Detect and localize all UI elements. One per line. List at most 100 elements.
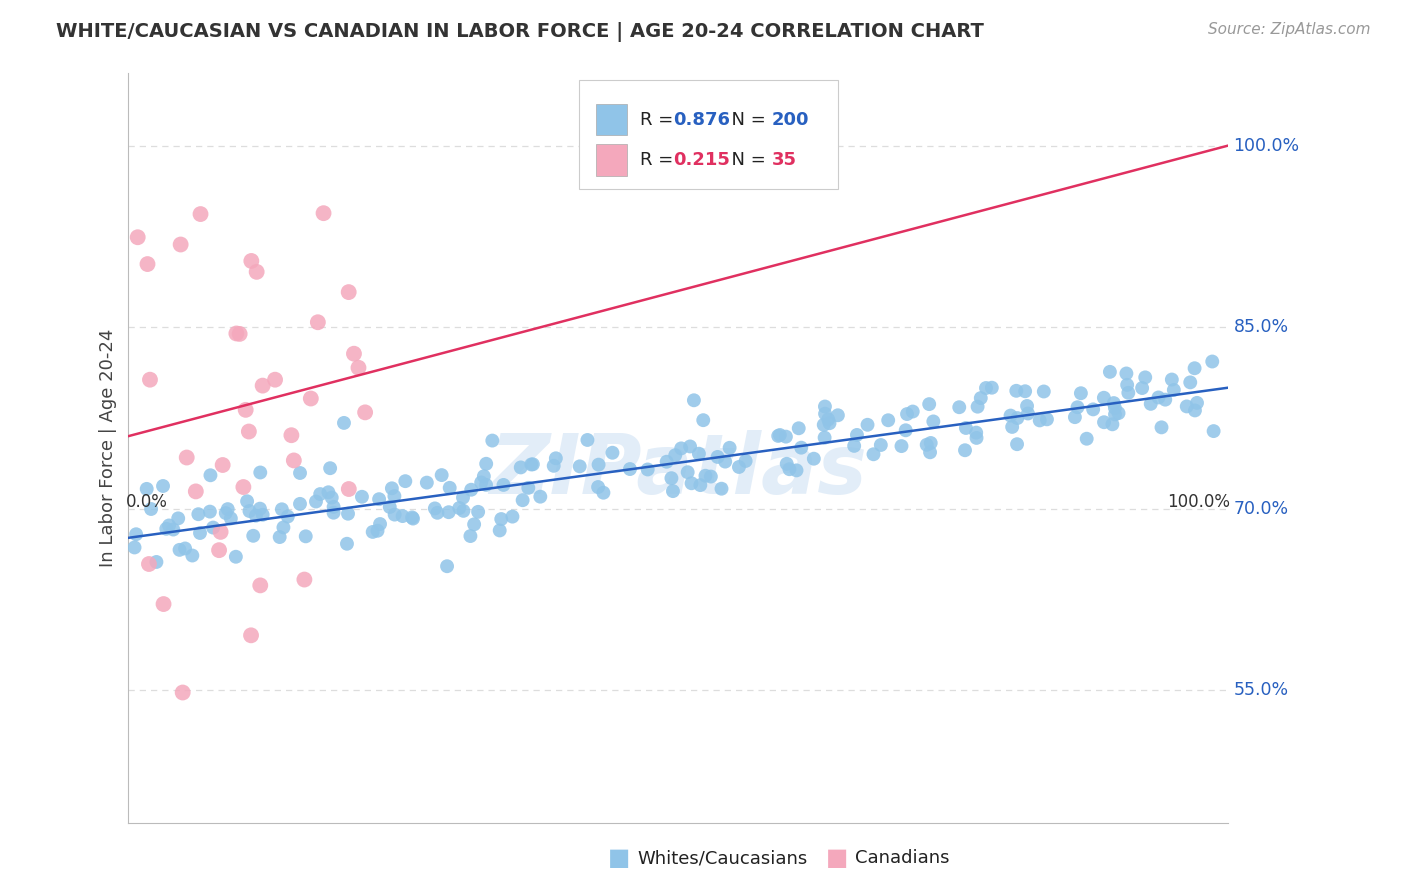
Text: ■: ■: [607, 847, 630, 870]
Point: [238, 504, 260, 518]
Point: [1017, 407, 1039, 421]
Point: [288, 497, 311, 511]
Point: [283, 453, 305, 467]
Point: [1184, 403, 1206, 417]
Point: [198, 505, 221, 519]
Point: [520, 458, 543, 472]
Point: [706, 450, 728, 464]
Point: [920, 436, 942, 450]
Point: [318, 485, 340, 500]
Point: [1201, 354, 1223, 368]
Point: [1028, 413, 1050, 427]
Point: [814, 407, 837, 421]
Point: [901, 404, 924, 418]
Point: [463, 517, 485, 532]
Point: [249, 466, 271, 480]
Point: [734, 454, 756, 468]
Point: [200, 468, 222, 483]
Point: [169, 237, 191, 252]
Point: [481, 434, 503, 448]
Point: [568, 459, 591, 474]
Point: [1102, 396, 1125, 410]
Point: [718, 441, 741, 455]
Point: [543, 458, 565, 473]
Point: [124, 541, 146, 555]
Point: [312, 206, 335, 220]
Point: [544, 451, 567, 466]
Point: [378, 500, 401, 514]
Point: [966, 400, 988, 414]
Point: [384, 489, 406, 503]
Point: [692, 413, 714, 427]
Point: [219, 511, 242, 525]
Point: [1175, 400, 1198, 414]
Text: 70.0%: 70.0%: [1233, 500, 1289, 517]
Point: [894, 423, 917, 437]
Point: [915, 438, 938, 452]
Point: [1163, 383, 1185, 397]
Point: [322, 506, 344, 520]
Point: [453, 504, 475, 518]
Point: [669, 442, 692, 456]
Text: Source: ZipAtlas.com: Source: ZipAtlas.com: [1208, 22, 1371, 37]
Point: [188, 526, 211, 541]
Point: [662, 484, 685, 499]
Point: [139, 373, 162, 387]
Point: [492, 478, 515, 492]
Point: [319, 461, 342, 475]
Point: [588, 458, 610, 472]
Point: [661, 471, 683, 485]
Point: [368, 492, 391, 507]
Point: [688, 447, 710, 461]
Point: [1130, 381, 1153, 395]
Text: ■: ■: [825, 847, 848, 870]
Point: [813, 417, 835, 432]
Point: [209, 524, 232, 539]
Point: [655, 455, 678, 469]
Point: [877, 413, 900, 427]
Point: [232, 480, 254, 494]
Text: 0.876: 0.876: [672, 111, 730, 128]
Point: [813, 431, 835, 445]
Point: [354, 405, 377, 419]
Text: 35: 35: [772, 152, 797, 169]
Point: [280, 428, 302, 442]
Point: [176, 450, 198, 465]
Point: [184, 484, 207, 499]
Point: [152, 479, 174, 493]
Point: [778, 462, 800, 476]
Point: [1118, 385, 1140, 400]
Point: [172, 685, 194, 699]
Point: [491, 512, 513, 526]
Point: [966, 431, 988, 445]
Point: [1070, 386, 1092, 401]
Point: [714, 454, 737, 468]
Point: [437, 505, 460, 519]
Point: [269, 530, 291, 544]
Point: [700, 469, 723, 483]
Point: [305, 494, 328, 508]
Text: 100.0%: 100.0%: [1233, 136, 1299, 154]
Point: [501, 509, 523, 524]
Point: [787, 421, 810, 435]
Point: [238, 425, 260, 439]
Point: [948, 401, 970, 415]
Point: [689, 478, 711, 492]
Point: [775, 430, 797, 444]
Point: [517, 481, 540, 495]
Point: [965, 425, 987, 440]
Point: [776, 457, 799, 471]
Point: [436, 559, 458, 574]
Point: [136, 257, 159, 271]
Point: [162, 523, 184, 537]
Point: [827, 409, 849, 423]
Point: [728, 460, 751, 475]
Text: 0.215: 0.215: [672, 152, 730, 169]
Point: [1081, 402, 1104, 417]
Point: [135, 482, 157, 496]
Point: [869, 438, 891, 452]
Point: [152, 597, 174, 611]
Point: [664, 448, 686, 462]
Point: [337, 482, 360, 496]
FancyBboxPatch shape: [596, 104, 627, 136]
